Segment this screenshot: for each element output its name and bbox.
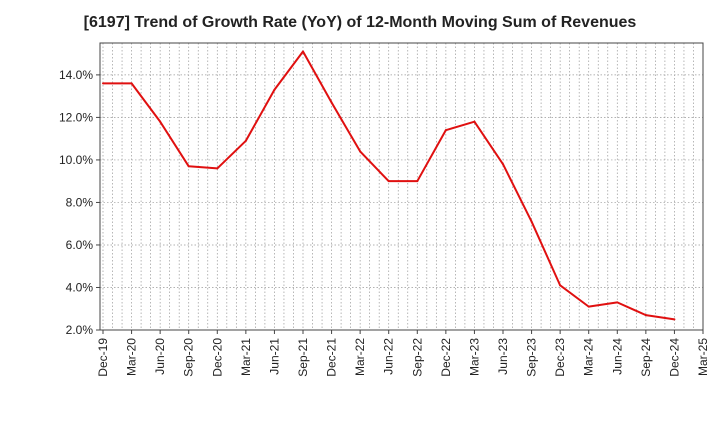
data-point	[587, 305, 590, 308]
x-tick-label: Dec-23	[553, 338, 567, 377]
data-point	[616, 301, 619, 304]
x-tick-label: Dec-22	[439, 338, 453, 377]
data-point	[530, 220, 533, 223]
data-point	[330, 101, 333, 104]
x-tick-label: Jun-23	[496, 338, 510, 375]
x-tick-label: Mar-21	[239, 338, 253, 376]
x-tick-label: Sep-22	[410, 338, 424, 377]
x-tick-label: Mar-25	[696, 338, 710, 376]
x-tick-label: Jun-21	[267, 338, 281, 375]
y-tick-label: 6.0%	[66, 238, 94, 252]
x-tick-label: Jun-24	[610, 338, 624, 375]
x-tick-label: Sep-20	[182, 338, 196, 377]
data-point	[473, 120, 476, 123]
data-point	[387, 180, 390, 183]
x-tick-label: Dec-21	[325, 338, 339, 377]
x-tick-label: Jun-20	[153, 338, 167, 375]
data-point	[673, 318, 676, 321]
x-tick-label: Sep-24	[639, 338, 653, 377]
data-point	[416, 180, 419, 183]
y-tick-label: 10.0%	[59, 153, 93, 167]
data-point	[302, 50, 304, 53]
data-point	[130, 82, 133, 85]
data-point	[359, 150, 362, 153]
data-point	[102, 82, 104, 85]
data-point	[187, 165, 190, 168]
data-point	[644, 314, 647, 317]
x-tick-label: Mar-24	[582, 338, 596, 376]
x-tick-label: Dec-19	[96, 338, 110, 377]
x-tick-label: Sep-21	[296, 338, 310, 377]
y-tick-label: 14.0%	[59, 68, 93, 82]
data-point	[273, 88, 276, 91]
y-tick-label: 2.0%	[66, 323, 94, 337]
x-tick-label: Mar-22	[353, 338, 367, 376]
x-tick-label: Dec-24	[667, 338, 681, 377]
x-tick-label: Sep-23	[525, 338, 539, 377]
x-tick-label: Dec-20	[210, 338, 224, 377]
data-point	[159, 120, 162, 123]
plot-area	[100, 43, 703, 330]
data-point	[559, 284, 562, 287]
chart-title: [6197] Trend of Growth Rate (YoY) of 12-…	[83, 14, 637, 31]
data-point	[502, 163, 504, 166]
data-point	[244, 139, 247, 142]
y-tick-label: 12.0%	[59, 110, 93, 124]
y-tick-label: 8.0%	[66, 195, 94, 209]
x-tick-label: Jun-22	[382, 338, 396, 375]
data-point	[444, 129, 447, 132]
plot-frame	[99, 42, 704, 331]
x-tick-label: Mar-23	[467, 338, 481, 376]
data-point	[216, 167, 219, 170]
y-tick-label: 4.0%	[66, 280, 94, 294]
x-tick-label: Mar-20	[125, 338, 139, 376]
